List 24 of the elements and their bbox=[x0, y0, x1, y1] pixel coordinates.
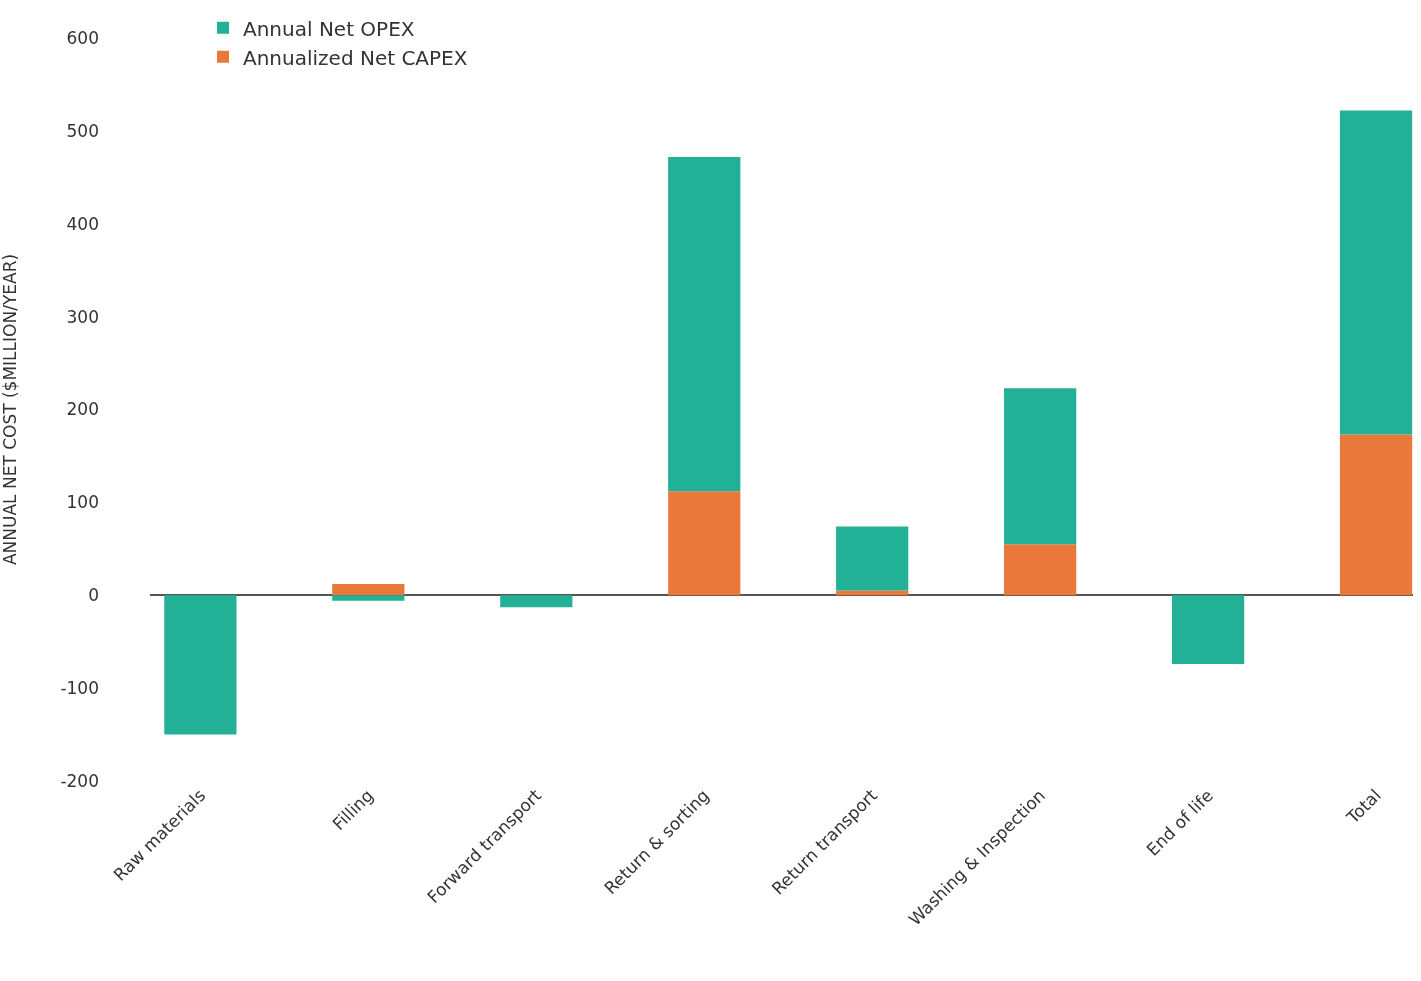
y-tick-label: 600 bbox=[66, 27, 99, 48]
y-tick-label: 500 bbox=[66, 120, 99, 141]
y-tick-label: 300 bbox=[66, 306, 99, 327]
bar bbox=[500, 595, 573, 608]
y-tick-label: 200 bbox=[66, 399, 99, 420]
legend-label: Annual Net OPEX bbox=[243, 16, 415, 41]
legend-label: Annualized Net CAPEX bbox=[243, 45, 468, 70]
bar bbox=[1339, 110, 1413, 435]
y-tick-label: -200 bbox=[60, 770, 99, 791]
bar bbox=[332, 584, 405, 596]
bar bbox=[668, 156, 741, 492]
bar bbox=[332, 595, 405, 601]
y-tick-label: 400 bbox=[66, 213, 99, 234]
y-axis-title: ANNUAL NET COST ($MILLION/YEAR) bbox=[0, 253, 20, 566]
y-tick-label: 100 bbox=[66, 492, 99, 513]
bar bbox=[668, 491, 741, 596]
bar bbox=[836, 526, 909, 591]
bar bbox=[164, 595, 237, 735]
y-tick-label: -100 bbox=[60, 678, 99, 699]
bar bbox=[1339, 434, 1413, 596]
bar bbox=[1171, 595, 1245, 664]
bar bbox=[1004, 544, 1077, 596]
bar bbox=[1004, 388, 1077, 545]
y-tick-label: 0 bbox=[88, 585, 99, 606]
